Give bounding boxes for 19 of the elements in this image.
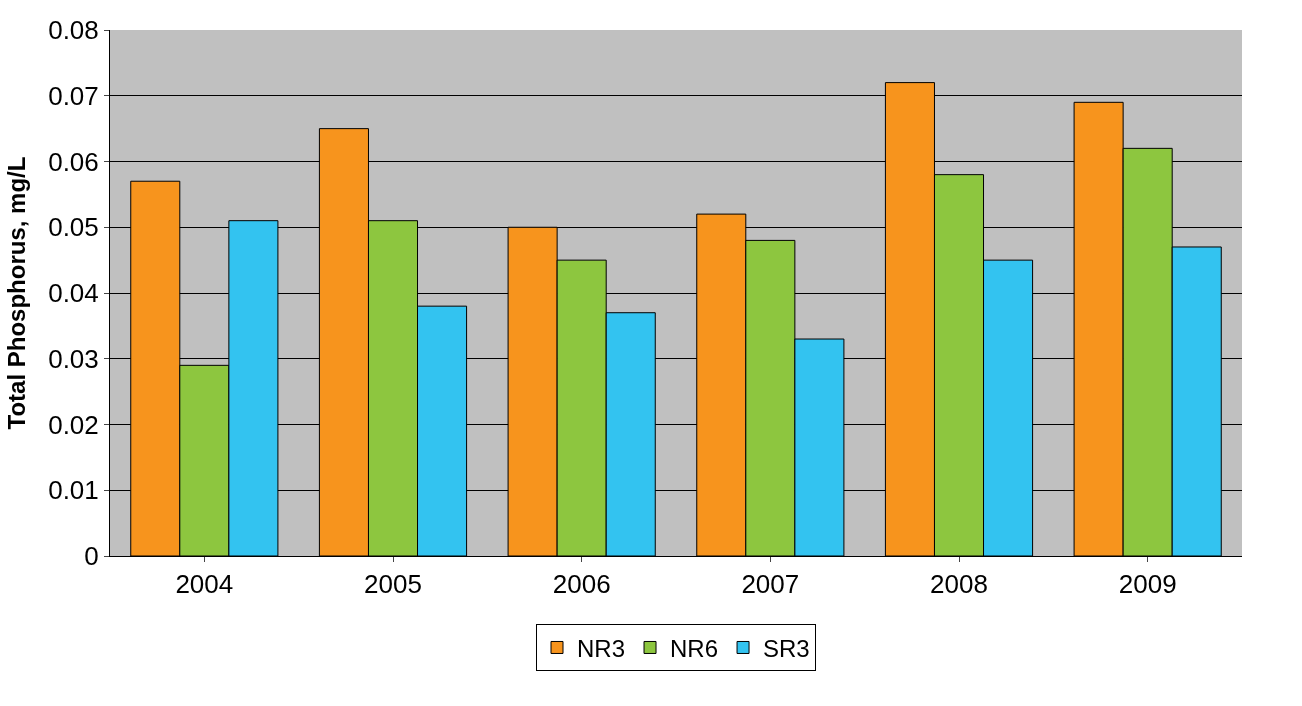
y-tick-label: 0.05 bbox=[48, 212, 99, 243]
legend-label: SR3 bbox=[763, 634, 810, 662]
x-tick-label: 2004 bbox=[175, 569, 234, 600]
y-tick-label: 0.06 bbox=[48, 146, 99, 177]
y-tick-label: 0.07 bbox=[48, 80, 99, 111]
y-tick-label: 0.08 bbox=[48, 15, 99, 46]
legend-label: NR3 bbox=[577, 634, 626, 662]
x-tick-label: 2005 bbox=[364, 569, 422, 600]
y-tick-label: 0 bbox=[84, 541, 99, 572]
x-tick-label: 2008 bbox=[930, 569, 988, 600]
y-tick-label: 0.02 bbox=[48, 409, 99, 440]
y-tick-label: 0.01 bbox=[48, 475, 99, 506]
x-tick-label: 2006 bbox=[552, 569, 611, 600]
x-tick-label: 2007 bbox=[741, 569, 800, 600]
y-tick-label: 0.04 bbox=[48, 278, 99, 309]
y-tick-label: 0.03 bbox=[48, 343, 99, 374]
y-axis-title: Total Phosphorus, mg/L bbox=[3, 156, 31, 430]
legend-label: NR6 bbox=[670, 634, 719, 662]
x-tick-label: 2009 bbox=[1118, 569, 1177, 600]
